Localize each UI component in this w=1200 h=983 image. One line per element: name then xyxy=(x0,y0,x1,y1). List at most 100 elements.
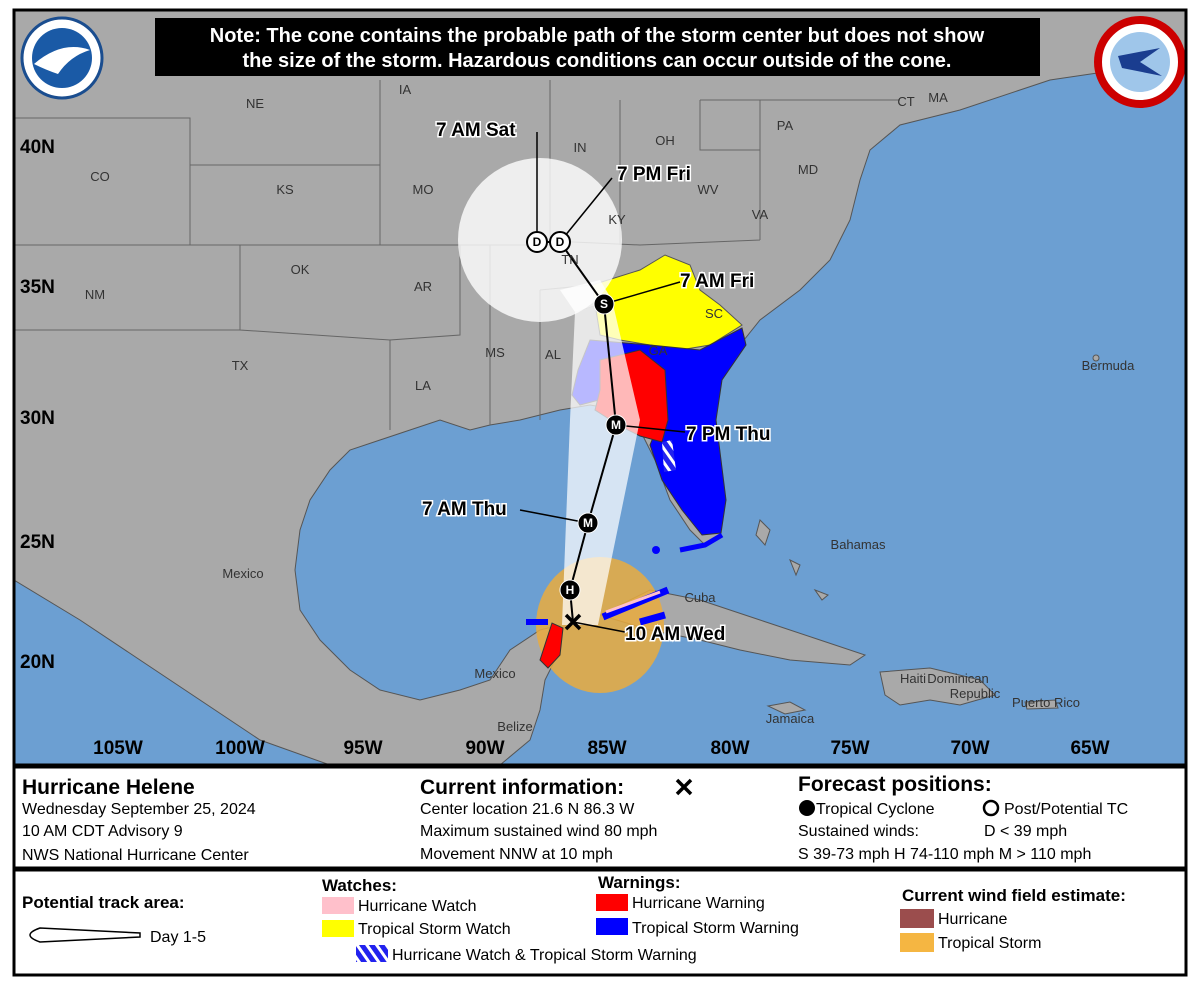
place-label: OK xyxy=(291,262,310,277)
current-line: Center location 21.6 N 86.3 W xyxy=(420,801,635,818)
nws-logo xyxy=(1094,16,1186,108)
place-label: CT xyxy=(897,94,914,109)
place-label: Puerto Rico xyxy=(1012,695,1080,710)
bahamas xyxy=(755,519,829,601)
longitude-label: 100W xyxy=(215,738,265,759)
forecast-title: Forecast positions: xyxy=(798,773,992,796)
place-label: MA xyxy=(928,90,948,105)
info-panel xyxy=(12,765,1188,870)
place-label: Mexico xyxy=(474,666,515,681)
place-label: Bahamas xyxy=(831,537,886,552)
latitude-label: 20N xyxy=(20,652,55,673)
marker-letter: D xyxy=(533,235,542,249)
legend-title: Watches: xyxy=(322,876,397,895)
legend-label: Hurricane xyxy=(938,911,1007,928)
place-label: SC xyxy=(705,306,723,321)
place-label: Dominican xyxy=(927,671,988,686)
longitude-label: 70W xyxy=(950,738,989,759)
dry-tortugas-warning xyxy=(652,546,660,554)
puerto-rico xyxy=(1024,699,1059,710)
map: H M M S D D 10 AM Wed 7 AM Thu 7 PM Thu … xyxy=(14,10,1186,765)
time-label: 7 AM Fri xyxy=(680,271,754,292)
marker-letter: S xyxy=(600,297,608,311)
time-label: 7 PM Fri xyxy=(617,164,691,185)
place-label: WV xyxy=(698,182,719,197)
current-line: Maximum sustained wind 80 mph xyxy=(420,823,657,840)
forecast-legend: S 39-73 mph H 74-110 mph M > 110 mph xyxy=(798,846,1091,863)
place-label: TX xyxy=(232,358,249,373)
place-label: Bermuda xyxy=(1082,358,1136,373)
place-label: NM xyxy=(85,287,105,302)
ts-warning-swatch xyxy=(596,918,628,935)
current-title: Current information: xyxy=(420,776,624,799)
legend-title: Potential track area: xyxy=(22,893,185,912)
place-label: NE xyxy=(246,96,264,111)
map-border xyxy=(12,8,1188,767)
place-label: MO xyxy=(413,182,434,197)
longitude-label: 65W xyxy=(1070,738,1109,759)
hurricane-warning-swatch xyxy=(596,894,628,911)
note-box xyxy=(155,18,1040,76)
latitude-label: 40N xyxy=(20,137,55,158)
legend-label: Hurricane Watch xyxy=(358,898,477,915)
place-label: Republic xyxy=(950,686,1001,701)
legend-title: Current wind field estimate: xyxy=(902,886,1126,905)
legend-label: Day 1-5 xyxy=(150,929,206,946)
longitude-label: 90W xyxy=(465,738,504,759)
legend-label: Tropical Storm Watch xyxy=(358,921,511,938)
storm-name: Hurricane Helene xyxy=(22,776,195,799)
cuba xyxy=(598,589,867,666)
longitude-label: 75W xyxy=(830,738,869,759)
forecast-legend: Post/Potential TC xyxy=(1004,801,1128,818)
longitude-label: 105W xyxy=(93,738,143,759)
latitude-label: 25N xyxy=(20,532,55,553)
place-label: KS xyxy=(276,182,294,197)
latitude-label: 30N xyxy=(20,408,55,429)
legend-title: Warnings: xyxy=(598,873,680,892)
ts-watch-swatch xyxy=(322,920,354,937)
storm-advisory: 10 AM CDT Advisory 9 xyxy=(22,823,183,840)
keys-warning xyxy=(679,532,724,553)
combo-swatch xyxy=(356,945,388,962)
cuba-hurricane-watch xyxy=(605,590,661,614)
yucatan-hurricane-warning xyxy=(539,622,564,669)
markers xyxy=(526,231,627,631)
place-label: GA xyxy=(649,343,668,358)
place-label: AR xyxy=(414,279,432,294)
legend-label: Tropical Storm Warning xyxy=(632,920,799,937)
time-label: 7 AM Sat xyxy=(436,120,516,141)
place-label: VA xyxy=(752,207,769,222)
place-label: CO xyxy=(90,169,110,184)
track-area-icon xyxy=(29,927,141,943)
place-label: MD xyxy=(798,162,818,177)
wind-ts-swatch xyxy=(900,933,934,952)
hispaniola xyxy=(879,667,996,706)
place-label: OH xyxy=(655,133,675,148)
wind-hurricane-swatch xyxy=(900,909,934,928)
longitude-label: 80W xyxy=(710,738,749,759)
place-label: Haiti xyxy=(900,671,926,686)
place-label: PA xyxy=(777,118,794,133)
longitude-label: 85W xyxy=(587,738,626,759)
legend-label: Hurricane Watch & Tropical Storm Warning xyxy=(392,947,697,964)
note-line: Note: The cone contains the probable pat… xyxy=(210,25,985,47)
jamaica xyxy=(766,701,807,715)
place-label: Jamaica xyxy=(766,711,815,726)
place-label: KY xyxy=(608,212,626,227)
place-label: IA xyxy=(399,82,412,97)
legend-label: Hurricane Warning xyxy=(632,895,765,912)
marker-letter: H xyxy=(566,583,575,597)
time-label: 7 PM Thu xyxy=(686,424,770,445)
current-line: Movement NNW at 10 mph xyxy=(420,846,613,863)
combo-area xyxy=(662,440,676,472)
place-label: AL xyxy=(545,347,561,362)
leader-lines xyxy=(519,132,686,633)
place-label: TN xyxy=(561,252,578,267)
legend-label: Tropical Storm xyxy=(938,935,1041,952)
place-label: Cuba xyxy=(684,590,716,605)
place-label: LA xyxy=(415,378,431,393)
time-label: 7 AM Thu xyxy=(422,499,507,520)
place-label: Mexico xyxy=(222,566,263,581)
